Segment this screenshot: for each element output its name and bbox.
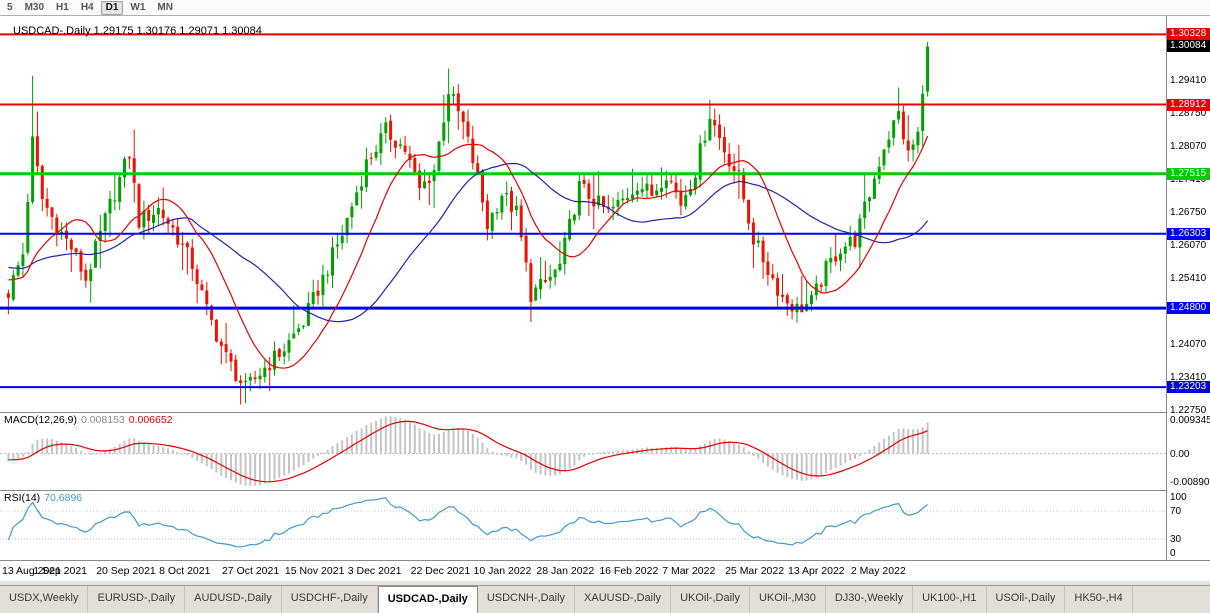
macd-label: MACD(12,26,9) [4,414,77,426]
macd-histogram [7,416,929,486]
price-tick: 1.26750 [1170,206,1207,218]
timeframe-button-mn[interactable]: MN [157,1,173,13]
chart-tab-xauusd-daily[interactable]: XAUUSD-,Daily [575,586,672,613]
date-label: 8 Oct 2021 [159,565,211,577]
rsi-label: RSI(14) [4,492,41,504]
level-price-label: 1.30328 [1167,28,1210,41]
date-label: 27 Oct 2021 [221,565,280,577]
chart-tab-hk50-h4[interactable]: HK50-,H4 [1065,586,1133,613]
level-price-label: 1.26303 [1167,227,1210,240]
date-label: 10 Jan 2022 [473,565,532,577]
rsi-axis-0: 0 [1170,548,1176,559]
date-axis[interactable]: 13 Aug 2021 1 Sep 2021 20 Sep 2021 8 Oct 20… [0,560,1210,581]
date-label: 3 Dec 2021 [347,565,402,577]
date-label: 16 Feb 2022 [599,565,659,577]
chart-tab-dj30-weekly[interactable]: DJ30-,Weekly [826,586,914,613]
chart-tab-usoil-daily[interactable]: USOil-,Daily [987,586,1066,613]
macd-signal-value: 0.006652 [128,414,173,426]
level-lines-layer [0,33,1166,389]
date-label: 13 Apr 2022 [787,565,845,577]
timeframe-button-m30[interactable]: M30 [24,1,45,13]
chart-tab-ukoil-m30[interactable]: UKOil-,M30 [750,586,826,613]
timeframe-button-h1[interactable]: H1 [56,1,69,13]
chart-tab-usdcnh-daily[interactable]: USDCNH-,Daily [478,586,576,613]
chart-tab-uk100-h1[interactable]: UK100-,H1 [913,586,987,613]
timeframe-button-5[interactable]: 5 [7,1,13,13]
chart-tab-bar: USDX,Weekly EURUSD-,Daily AUDUSD-,Daily USD… [0,585,1210,613]
macd-header: MACD(12,26,9) 0.008153 0.006652 [4,414,173,426]
date-label: 13 Aug 2021 [2,565,61,577]
date-label: 20 Sep 2021 [96,565,156,577]
timeframe-button-d1[interactable]: D1 [100,0,124,15]
level-price-label: 1.23203 [1167,381,1210,394]
candlestick-chart[interactable] [0,16,1166,560]
chart-tab-usdchf-daily[interactable]: USDCHF-,Daily [282,586,378,613]
candles-layer [6,41,930,405]
date-label: 15 Nov 2021 [284,565,345,577]
level-price-label: 1.28912 [1167,98,1210,111]
price-tick: 1.25410 [1170,272,1207,284]
chart-tab-eurusd-daily[interactable]: EURUSD-,Daily [88,586,186,613]
date-label: 7 Mar 2022 [662,565,716,577]
timeframe-button-w1[interactable]: W1 [130,1,146,13]
date-label: 22 Dec 2021 [410,565,471,577]
chart-tab-usdcad-daily[interactable]: USDCAD-,Daily [377,586,478,613]
chart-tab-usdx-weekly[interactable]: USDX,Weekly [0,586,89,613]
rsi-axis-100: 100 [1170,492,1187,503]
ma-fast-line [8,135,929,369]
rsi-line [7,497,928,548]
macd-axis-max: 0.009345 [1170,415,1210,426]
date-label: 1 Sep 2021 [33,565,88,577]
current-price-label: 1.30084 [1167,40,1210,53]
price-axis[interactable]: 1.294101.287501.280701.274101.267501.260… [1166,16,1210,560]
price-tick: 1.22750 [1170,404,1207,416]
macd-axis-zero: 0.00 [1170,448,1190,460]
price-tick: 1.28070 [1170,141,1207,153]
price-tick: 1.29410 [1170,74,1207,86]
rsi-header: RSI(14) 70.6896 [4,492,82,504]
date-label: 2 May 2022 [850,565,906,577]
macd-signal-line [8,420,928,483]
date-label: 28 Jan 2022 [536,565,595,577]
chart-window: USDCAD-,Daily 1.29175 1.30176 1.29071 1.… [0,16,1210,581]
level-price-label: 1.27515 [1167,167,1210,180]
chart-tab-audusd-daily[interactable]: AUDUSD-,Daily [185,586,282,613]
price-tick: 1.28750 [1170,107,1207,119]
rsi-axis-70: 70 [1170,506,1182,517]
level-price-label: 1.24800 [1167,302,1210,315]
timeframe-toolbar: 5 M30 H1 H4 D1 W1 MN [0,0,1210,16]
price-tick: 1.23410 [1170,371,1207,383]
date-label: 25 Mar 2022 [725,565,785,577]
timeframe-button-h4[interactable]: H4 [80,1,94,13]
macd-axis-min: -0.008902 [1170,477,1210,488]
ma-slow-line [8,163,929,323]
rsi-axis-30: 30 [1170,534,1182,545]
price-tick: 1.26070 [1170,240,1207,252]
rsi-value: 70.6896 [44,492,83,504]
chart-tab-ukoil-daily[interactable]: UKOil-,Daily [671,586,750,613]
chart-ohlc-title: USDCAD-,Daily 1.29175 1.30176 1.29071 1.… [13,25,262,37]
price-tick: 1.24070 [1170,339,1207,351]
macd-main-value: 0.008153 [80,414,125,426]
